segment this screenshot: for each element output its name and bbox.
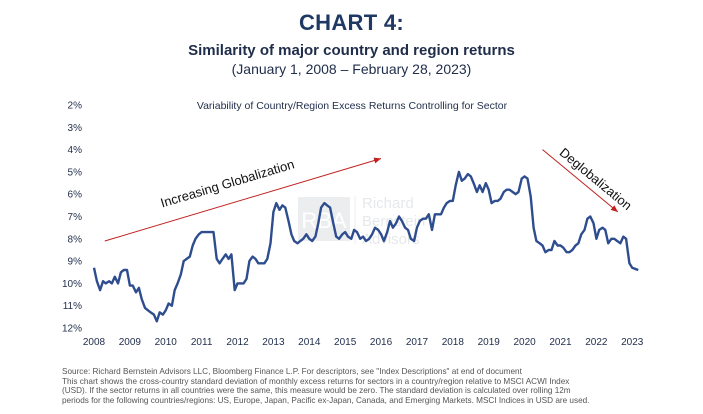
x-tick-label: 2023 bbox=[621, 337, 644, 348]
y-tick-label: 9% bbox=[68, 257, 83, 268]
x-tick-label: 2020 bbox=[513, 337, 536, 348]
series-line bbox=[92, 170, 639, 323]
deglobalization-arrow bbox=[542, 149, 619, 213]
chart-footer: Source: Richard Bernstein Advisors LLC, … bbox=[62, 367, 698, 405]
watermark-letters: RBA bbox=[301, 208, 347, 233]
y-tick-label: 2% bbox=[68, 101, 83, 112]
y-tick-label: 11% bbox=[63, 301, 82, 312]
chart-subtitle: Similarity of major country and region r… bbox=[188, 42, 515, 59]
x-tick-label: 2015 bbox=[334, 337, 357, 348]
y-tick-label: 7% bbox=[68, 212, 83, 223]
globalization-arrow bbox=[104, 157, 382, 242]
method-note-1: This chart shows the cross-country stand… bbox=[62, 376, 570, 386]
x-tick-label: 2022 bbox=[585, 337, 608, 348]
x-tick-label: 2012 bbox=[226, 337, 249, 348]
x-tick-label: 2009 bbox=[119, 337, 142, 348]
method-note-3: periods for the following countries/regi… bbox=[62, 395, 590, 405]
watermark-line1: Richard bbox=[362, 195, 414, 212]
x-tick-label: 2017 bbox=[406, 337, 429, 348]
y-axis-ticks: 2% 3% 4% 5% 6% 7% 8% 9% 10% 11% 12% bbox=[62, 101, 82, 335]
watermark-line2: Bernstein bbox=[362, 213, 425, 230]
plot-title: Variability of Country/Region Excess Ret… bbox=[197, 100, 508, 112]
y-tick-label: 3% bbox=[68, 123, 83, 134]
x-tick-label: 2013 bbox=[262, 337, 285, 348]
x-tick-label: 2010 bbox=[155, 337, 178, 348]
deglobalization-label: Deglobalization bbox=[557, 145, 635, 213]
y-tick-label: 6% bbox=[68, 190, 83, 201]
chart-date-range: (January 1, 2008 – February 28, 2023) bbox=[231, 61, 472, 77]
x-tick-label: 2019 bbox=[478, 337, 501, 348]
y-tick-label: 4% bbox=[68, 145, 83, 156]
x-tick-label: 2016 bbox=[370, 337, 393, 348]
y-tick-label: 10% bbox=[62, 279, 82, 290]
x-tick-label: 2021 bbox=[549, 337, 572, 348]
x-axis-ticks: 2008 2009 2010 2011 2012 2013 2014 2015 2016 2017… bbox=[83, 337, 644, 348]
x-tick-label: 2018 bbox=[442, 337, 465, 348]
watermark-line3: Advisors bbox=[362, 231, 420, 248]
x-tick-label: 2011 bbox=[191, 337, 213, 348]
method-note-2: (USD). If the sector returns in all coun… bbox=[62, 386, 571, 396]
watermark-logo: RBA Richard Bernstein Advisors bbox=[298, 195, 425, 248]
y-tick-label: 8% bbox=[68, 234, 83, 245]
source-note: Source: Richard Bernstein Advisors LLC, … bbox=[62, 367, 522, 376]
line-chart: RBA Richard Bernstein Advisors Variabili… bbox=[62, 100, 644, 348]
x-tick-label: 2014 bbox=[298, 337, 321, 348]
y-tick-label: 12% bbox=[62, 324, 82, 335]
x-tick-label: 2008 bbox=[83, 337, 106, 348]
y-tick-label: 5% bbox=[68, 167, 83, 178]
chart-title: CHART 4: bbox=[298, 10, 405, 35]
